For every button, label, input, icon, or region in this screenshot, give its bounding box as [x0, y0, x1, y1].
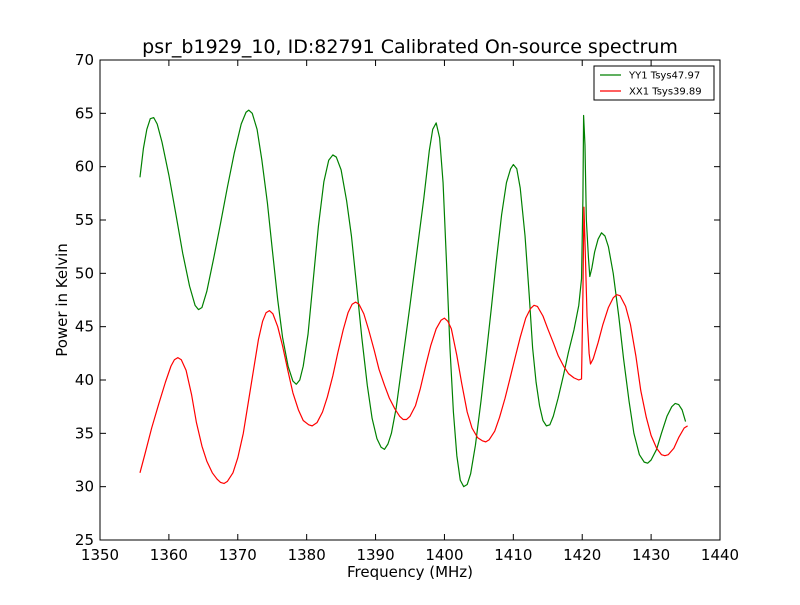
x-tick-label: 1430 [632, 546, 670, 564]
plot-border [99, 59, 721, 541]
x-axis-label: Frequency (MHz) [347, 563, 473, 581]
y-tick-label: 70 [75, 51, 94, 69]
x-tick-label: 1400 [425, 546, 463, 564]
x-tick-label: 1410 [494, 546, 532, 564]
x-tick-label: 1390 [356, 546, 394, 564]
y-tick-label: 55 [75, 211, 94, 229]
x-tick-label: 1380 [288, 546, 326, 564]
legend-label-0: YY1 Tsys47.97 [628, 71, 700, 82]
legend-box [593, 65, 715, 101]
y-tick-label: 60 [75, 158, 94, 176]
y-tick-label: 40 [75, 371, 94, 389]
y-tick-label: 35 [75, 424, 94, 442]
x-axis-ticks: 1350 1360 1370 1380 1390 1400 1410 1420 1430 1440 [81, 60, 739, 564]
x-tick-label: 1420 [563, 546, 601, 564]
x-tick-label: 1360 [150, 546, 188, 564]
y-tick-label: 45 [75, 318, 94, 336]
x-tick-label: 1440 [701, 546, 739, 564]
x-tick-label: 1370 [219, 546, 257, 564]
series-line-1 [139, 206, 688, 485]
y-tick-label: 30 [75, 478, 94, 496]
y-tick-label: 25 [75, 531, 94, 549]
legend-label-1: XX1 Tsys39.89 [629, 87, 702, 98]
y-axis-label: Power in Kelvin [53, 243, 71, 357]
chart-title: psr_b1929_10, ID:82791 Calibrated On-sou… [142, 36, 678, 58]
y-tick-label: 65 [75, 104, 94, 122]
legend: YY1 Tsys47.97 XX1 Tsys39.89 [593, 65, 715, 101]
y-axis-ticks: 25 30 35 40 45 50 55 60 65 70 [75, 51, 720, 549]
x-tick-label: 1350 [81, 546, 119, 564]
series-layer [139, 109, 688, 488]
y-tick-label: 50 [75, 264, 94, 282]
series-line-0 [139, 109, 687, 488]
